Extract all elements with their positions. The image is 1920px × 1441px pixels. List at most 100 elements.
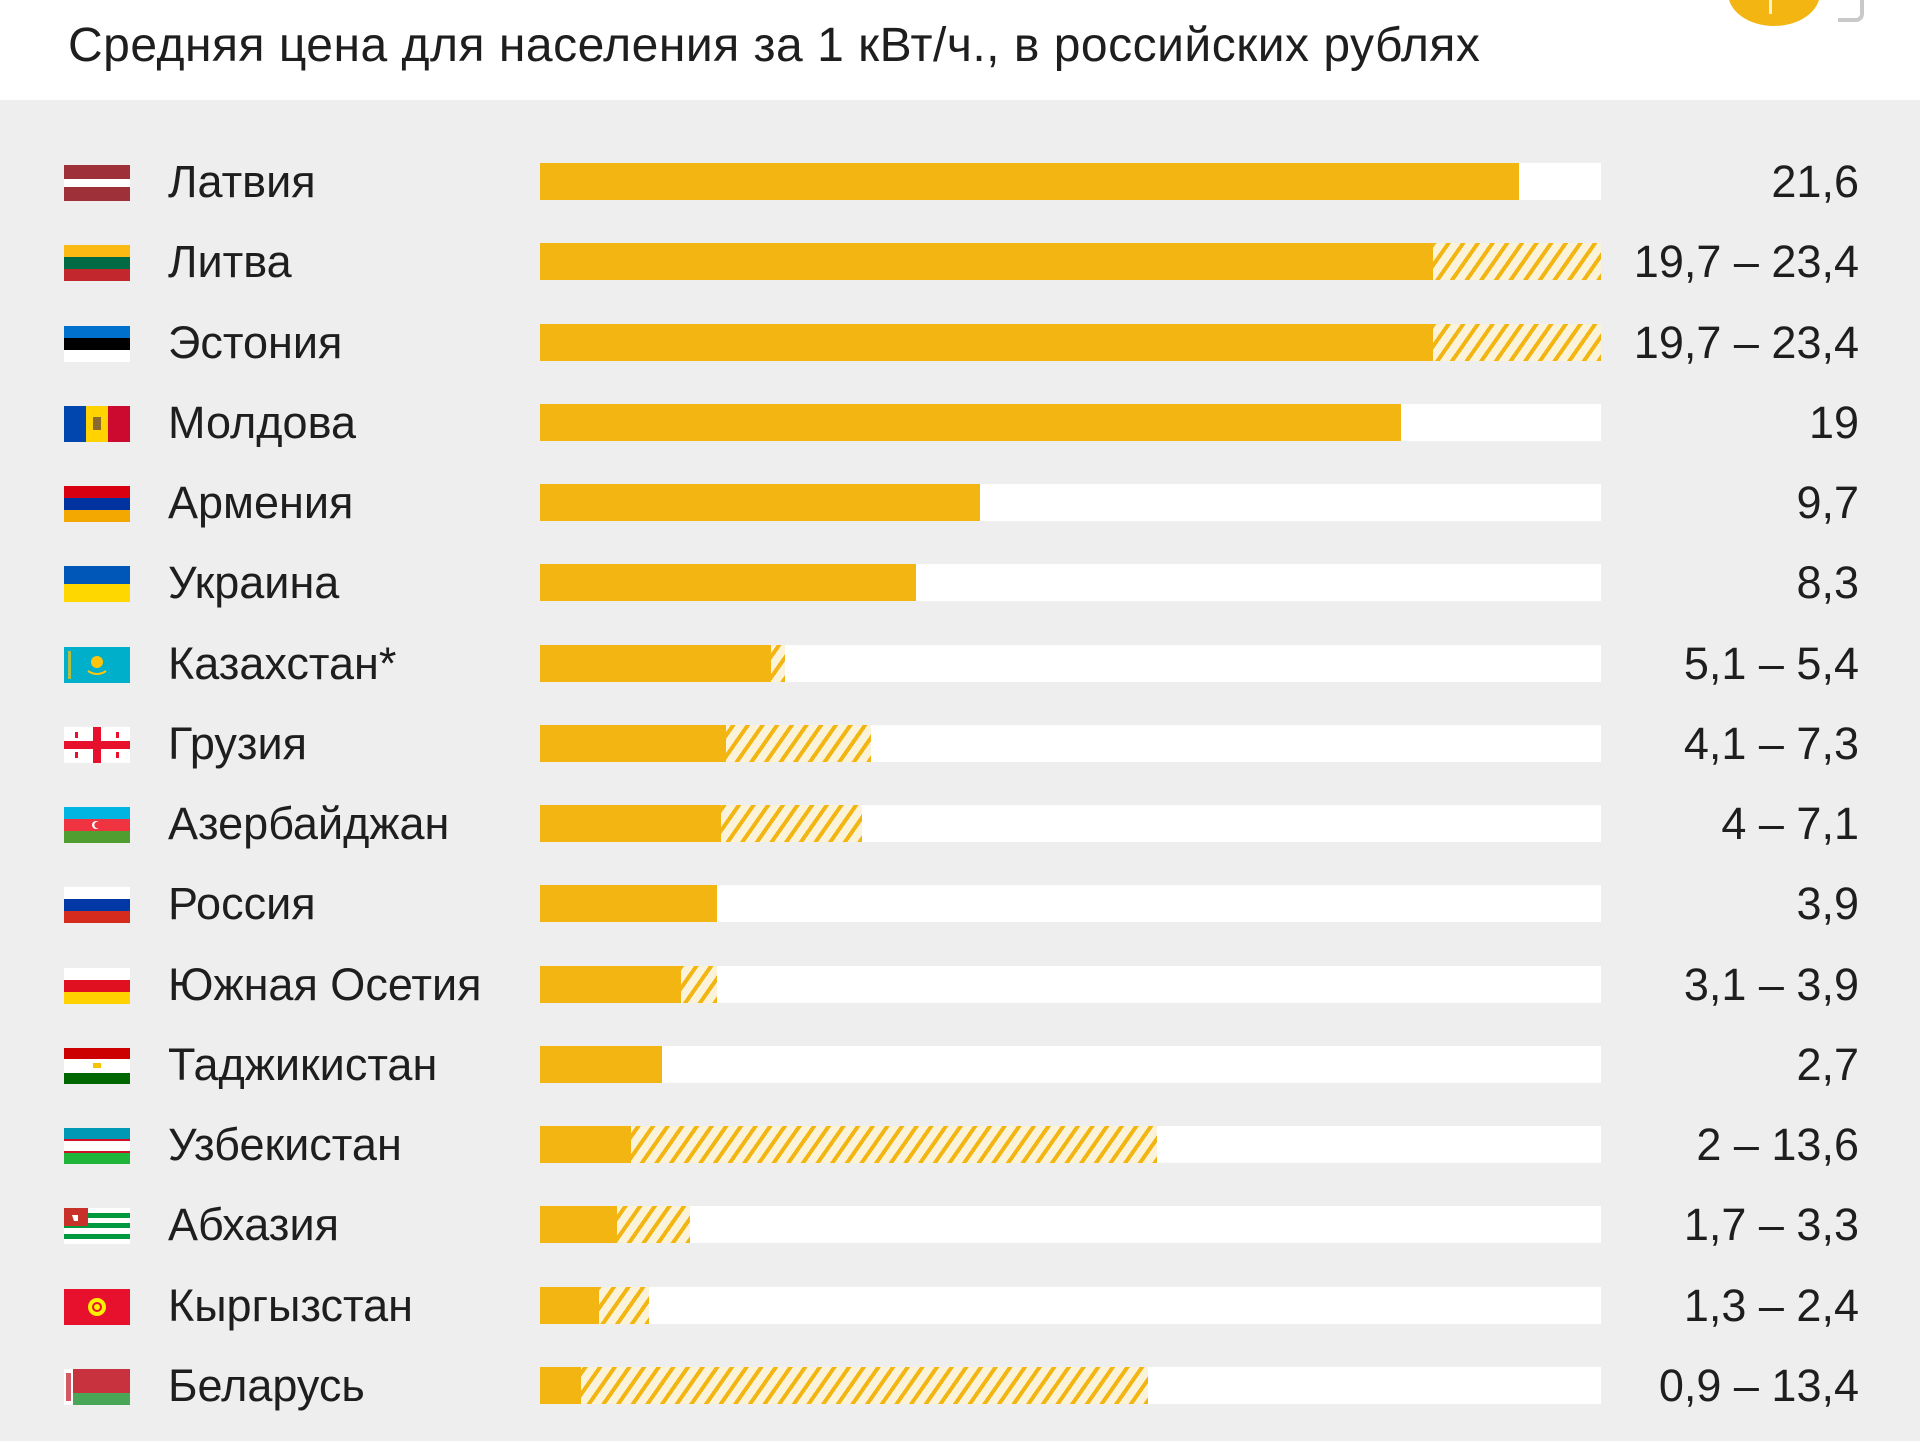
bar-chart: Латвия 21,6 Литва 19,7 – 23,4 Эстония 19,7 – …: [0, 100, 1920, 1441]
chart-row: Таджикистан 2,7: [0, 1025, 1920, 1105]
chart-header: Средняя цена для населения за 1 кВт/ч., …: [0, 0, 1920, 100]
flag-uzbekistan-icon: [64, 1128, 130, 1164]
value-label: 3,1 – 3,9: [1683, 958, 1859, 1010]
chart-row: Эстония 19,7 – 23,4: [0, 303, 1920, 383]
flag-lithuania-icon: [64, 245, 130, 282]
bar-range-extension: [1433, 323, 1601, 361]
bar-min-value: [540, 885, 717, 923]
value-label: 4,1 – 7,3: [1683, 717, 1859, 769]
flag-latvia-icon: [64, 165, 130, 201]
bar-track: [540, 484, 1601, 521]
flag-belarus-icon: [64, 1368, 130, 1405]
flag-georgia-icon: [64, 726, 130, 763]
value-label: 21,6: [1771, 156, 1859, 207]
value-label: 8,3: [1796, 557, 1859, 609]
corner-bracket-icon: [1838, 0, 1864, 22]
chart-row: Казахстан* 5,1 – 5,4: [0, 624, 1920, 704]
country-label: Беларусь: [168, 1359, 365, 1411]
bar-range-extension: [721, 805, 862, 842]
chart-row: Литва 19,7 – 23,4: [0, 222, 1920, 302]
chart-row: Узбекистан 2 – 13,6: [0, 1105, 1920, 1185]
country-label: Литва: [168, 236, 292, 288]
country-label: Молдова: [168, 396, 356, 448]
country-label: Азербайджан: [168, 798, 450, 849]
flag-kyrgyzstan-icon: [64, 1288, 130, 1325]
bar-track: [540, 965, 1601, 1003]
flag-abkhazia-icon: [64, 1208, 130, 1245]
bar-min-value: [540, 1206, 618, 1244]
value-label: 2,7: [1796, 1038, 1859, 1090]
country-label: Латвия: [168, 156, 316, 207]
value-label: 2 – 13,6: [1696, 1119, 1859, 1170]
bar-min-value: [540, 403, 1402, 441]
bar-range-extension: [598, 1286, 649, 1324]
bar-track: [540, 243, 1601, 281]
country-label: Абхазия: [168, 1199, 339, 1251]
bar-track: [540, 1366, 1601, 1404]
chart-row: Россия 3,9: [0, 864, 1920, 944]
value-label: 3,9: [1796, 878, 1859, 930]
bar-track: [540, 1286, 1601, 1324]
chart-row: Южная Осетия 3,1 – 3,9: [0, 945, 1920, 1025]
country-label: Кыргызстан: [168, 1279, 413, 1331]
bar-min-value: [540, 1045, 663, 1083]
chart-row: Кыргызстан 1,3 – 2,4: [0, 1266, 1920, 1346]
chart-row: Украина 8,3: [0, 543, 1920, 623]
country-label: Армения: [168, 477, 354, 528]
country-label: Грузия: [168, 717, 307, 769]
flag-tajikistan-icon: [64, 1047, 130, 1084]
value-label: 19,7 – 23,4: [1633, 236, 1859, 288]
bar-track: [540, 403, 1601, 441]
country-label: Таджикистан: [168, 1038, 438, 1090]
flag-moldova-icon: [64, 405, 130, 442]
chart-row: Беларусь 0,9 – 13,4: [0, 1346, 1920, 1426]
bar-track: [540, 805, 1601, 842]
bar-track: [540, 1045, 1601, 1083]
bar-min-value: [540, 564, 917, 602]
chart-title: Средняя цена для населения за 1 кВт/ч., …: [68, 19, 1481, 72]
bar-track: [540, 885, 1601, 923]
bar-range-extension: [771, 644, 785, 682]
bar-range-extension: [580, 1366, 1148, 1404]
flag-ukraine-icon: [64, 566, 130, 603]
bar-min-value: [540, 724, 726, 762]
value-label: 1,7 – 3,3: [1683, 1199, 1859, 1251]
flag-russia-icon: [64, 887, 130, 924]
bar-range-extension: [1433, 243, 1601, 281]
bar-min-value: [540, 644, 772, 682]
chart-row: Грузия 4,1 – 7,3: [0, 704, 1920, 784]
country-label: Россия: [168, 878, 316, 930]
bar-min-value: [540, 484, 980, 521]
bar-track: [540, 644, 1601, 682]
bar-track: [540, 323, 1601, 361]
bar-track: [540, 724, 1601, 762]
value-label: 1,3 – 2,4: [1683, 1279, 1859, 1331]
value-label: 5,1 – 5,4: [1683, 637, 1859, 689]
logo-mark: [1769, 0, 1772, 14]
value-label: 4 – 7,1: [1721, 798, 1859, 849]
bar-track: [540, 1126, 1601, 1163]
country-label: Эстония: [168, 316, 343, 368]
flag-azerbaijan-icon: [64, 807, 130, 843]
bar-min-value: [540, 1126, 631, 1163]
value-label: 19,7 – 23,4: [1633, 316, 1859, 368]
bar-track: [540, 163, 1601, 200]
bar-range-extension: [680, 965, 717, 1003]
flag-armenia-icon: [64, 486, 130, 522]
flag-kazakhstan-icon: [64, 646, 130, 683]
flag-estonia-icon: [64, 325, 130, 362]
chart-row: Армения 9,7: [0, 463, 1920, 543]
country-label: Казахстан*: [168, 637, 397, 689]
value-label: 0,9 – 13,4: [1658, 1359, 1859, 1411]
country-label: Украина: [168, 557, 340, 609]
bar-track: [540, 1206, 1601, 1244]
bar-track: [540, 564, 1601, 602]
flag-south-ossetia-icon: [64, 967, 130, 1004]
country-label: Узбекистан: [168, 1119, 402, 1170]
bar-min-value: [540, 243, 1434, 281]
bar-min-value: [540, 805, 722, 842]
value-label: 9,7: [1796, 477, 1859, 528]
bar-range-extension: [617, 1206, 690, 1244]
bar-range-extension: [630, 1126, 1157, 1163]
bar-min-value: [540, 1286, 599, 1324]
